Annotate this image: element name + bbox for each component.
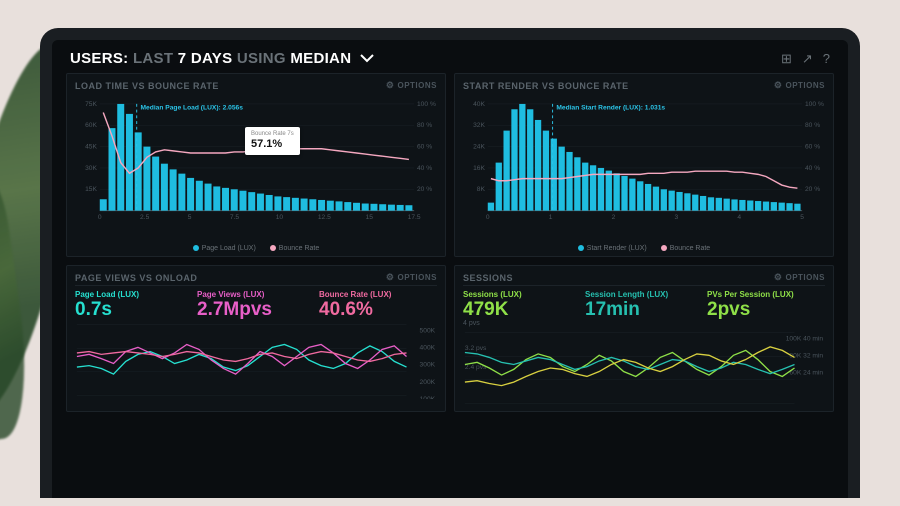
- svg-text:20 %: 20 %: [417, 186, 432, 193]
- panel-title: PAGE VIEWS VS ONLOAD: [75, 273, 197, 283]
- svg-text:4: 4: [737, 214, 741, 221]
- svg-text:400K: 400K: [420, 345, 436, 352]
- svg-text:8K: 8K: [477, 186, 486, 193]
- metrics-row: Page Load (LUX)0.7sPage Views (LUX)2.7Mp…: [75, 285, 437, 319]
- options-button[interactable]: ⚙OPTIONS: [386, 272, 437, 283]
- gear-icon: ⚙: [774, 272, 783, 282]
- svg-text:12.5: 12.5: [318, 214, 331, 221]
- svg-text:2.5: 2.5: [140, 214, 150, 221]
- panel-title: START RENDER VS BOUNCE RATE: [463, 81, 629, 91]
- svg-text:0: 0: [98, 214, 102, 221]
- svg-text:10: 10: [276, 214, 284, 221]
- chart-start-render: 40K 100 % 32K 80 % 24K 60 % 16K 40 % 8K 20 % 0 1 2 3 4…: [463, 93, 825, 243]
- chart-sessions: 100K 40 min80K 32 min60K 24 min3.2 pvs2.…: [463, 329, 825, 407]
- svg-text:32K: 32K: [473, 122, 485, 129]
- svg-text:75K: 75K: [85, 101, 97, 108]
- svg-text:5: 5: [188, 214, 192, 221]
- svg-text:80 %: 80 %: [417, 122, 432, 129]
- chart-page-views: 500K 400K 300K 200K 100K: [75, 321, 437, 399]
- panel-title: LOAD TIME VS BOUNCE RATE: [75, 81, 219, 91]
- svg-text:40 %: 40 %: [805, 165, 820, 172]
- svg-text:60 %: 60 %: [417, 144, 432, 151]
- svg-text:17.5: 17.5: [408, 214, 421, 221]
- svg-text:20 %: 20 %: [805, 186, 820, 193]
- gear-icon: ⚙: [774, 80, 783, 90]
- panel-start-render: START RENDER VS BOUNCE RATE ⚙OPTIONS 40K…: [454, 73, 834, 257]
- panel-load-time: LOAD TIME VS BOUNCE RATE ⚙OPTIONS 75K100…: [66, 73, 446, 257]
- svg-text:7.5: 7.5: [230, 214, 240, 221]
- metric: Session Length (LUX)17min: [585, 290, 703, 327]
- chart-tooltip: Bounce Rate 7s 57.1%: [245, 127, 300, 155]
- svg-text:45K: 45K: [85, 144, 97, 151]
- svg-text:100K 40 min: 100K 40 min: [786, 335, 824, 342]
- gear-icon: ⚙: [386, 80, 395, 90]
- svg-text:100K: 100K: [420, 396, 436, 399]
- header-bar: USERS: LAST 7 DAYS USING MEDIAN ⊞ ↗ ?: [66, 48, 834, 73]
- help-icon[interactable]: ?: [823, 51, 830, 67]
- metrics-row: Sessions (LUX)479K4 pvsSession Length (L…: [463, 285, 825, 327]
- svg-text:2: 2: [612, 214, 616, 221]
- chart-load-time: 75K 100 % 60K 80 % 45K 60 % 30K 40 % 15K 20 % 0 2.5…: [75, 93, 437, 243]
- chart-legend: Page Load (LUX)Bounce Rate: [75, 245, 437, 252]
- gear-icon: ⚙: [386, 272, 395, 282]
- svg-text:80 %: 80 %: [805, 122, 820, 129]
- header-actions: ⊞ ↗ ?: [781, 51, 830, 67]
- svg-text:1: 1: [549, 214, 553, 221]
- page-title[interactable]: USERS: LAST 7 DAYS USING MEDIAN: [70, 50, 374, 67]
- svg-text:16K: 16K: [473, 165, 485, 172]
- metric: Page Views (LUX)2.7Mpvs: [197, 290, 315, 319]
- svg-text:100 %: 100 %: [805, 101, 824, 108]
- metric: PVs Per Session (LUX)2pvs: [707, 290, 825, 327]
- options-button[interactable]: ⚙OPTIONS: [774, 80, 825, 91]
- svg-text:80K 32 min: 80K 32 min: [789, 353, 823, 360]
- share-icon[interactable]: ↗: [802, 51, 813, 67]
- svg-text:60K 24 min: 60K 24 min: [789, 370, 823, 377]
- options-button[interactable]: ⚙OPTIONS: [774, 272, 825, 283]
- svg-text:500K: 500K: [420, 327, 436, 334]
- svg-text:100 %: 100 %: [417, 101, 436, 108]
- chevron-down-icon[interactable]: [360, 53, 374, 63]
- svg-text:200K: 200K: [420, 379, 436, 386]
- layout-icon[interactable]: ⊞: [781, 51, 792, 67]
- metric: Page Load (LUX)0.7s: [75, 290, 193, 319]
- svg-text:Median Start Render (LUX): 1.0: Median Start Render (LUX): 1.031s: [556, 105, 665, 112]
- svg-text:5: 5: [800, 214, 804, 221]
- metric: Sessions (LUX)479K4 pvs: [463, 290, 581, 327]
- svg-text:Median Page Load (LUX): 2.056s: Median Page Load (LUX): 2.056s: [141, 105, 244, 112]
- svg-text:15K: 15K: [85, 186, 97, 193]
- panel-sessions: SESSIONS ⚙OPTIONS Sessions (LUX)479K4 pv…: [454, 265, 834, 412]
- svg-text:24K: 24K: [473, 144, 485, 151]
- options-button[interactable]: ⚙OPTIONS: [386, 80, 437, 91]
- svg-text:40K: 40K: [473, 101, 485, 108]
- chart-legend: Start Render (LUX)Bounce Rate: [463, 245, 825, 252]
- metric: Bounce Rate (LUX)40.6%: [319, 290, 437, 319]
- svg-text:30K: 30K: [85, 165, 97, 172]
- svg-text:300K: 300K: [420, 362, 436, 369]
- panel-page-views: PAGE VIEWS VS ONLOAD ⚙OPTIONS Page Load …: [66, 265, 446, 412]
- svg-text:60 %: 60 %: [805, 144, 820, 151]
- svg-text:40 %: 40 %: [417, 165, 432, 172]
- svg-text:3.2 pvs: 3.2 pvs: [465, 345, 487, 352]
- dashboard-screen: USERS: LAST 7 DAYS USING MEDIAN ⊞ ↗ ? LO…: [40, 28, 860, 498]
- svg-text:0: 0: [486, 214, 490, 221]
- panel-title: SESSIONS: [463, 273, 513, 283]
- svg-text:60K: 60K: [85, 122, 97, 129]
- svg-text:15: 15: [366, 214, 374, 221]
- svg-text:3: 3: [675, 214, 679, 221]
